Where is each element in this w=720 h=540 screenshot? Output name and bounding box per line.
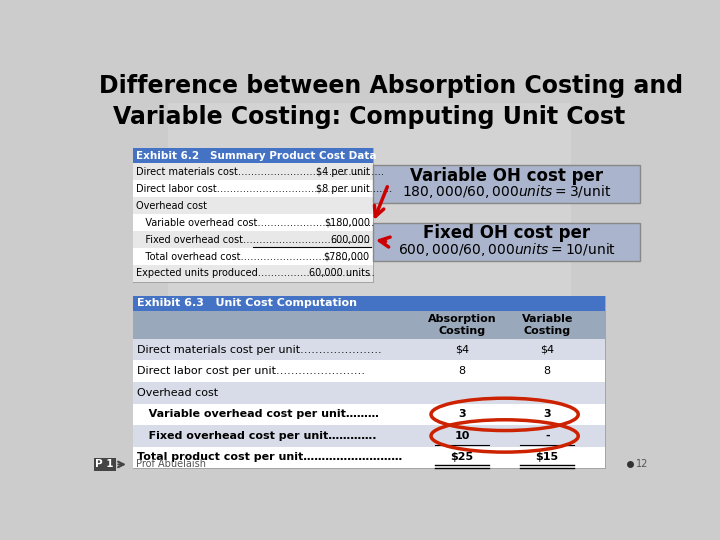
- Text: Total product cost per unit………………………: Total product cost per unit………………………: [138, 453, 402, 462]
- Text: $25: $25: [451, 453, 474, 462]
- Text: Expected units produced………………………………: Expected units produced………………………………: [137, 268, 375, 279]
- Bar: [132, 197, 373, 214]
- Bar: [132, 296, 606, 311]
- Text: 60,000 units: 60,000 units: [309, 268, 370, 279]
- Bar: [132, 214, 373, 231]
- Text: Costing: Costing: [438, 326, 485, 336]
- Text: $15: $15: [536, 453, 559, 462]
- Text: Exhibit 6.2   Summary Product Cost Data: Exhibit 6.2 Summary Product Cost Data: [137, 151, 377, 161]
- Bar: [132, 425, 606, 447]
- Text: $180,000 / 60,000 units = $3/unit: $180,000 / 60,000 units = $3/unit: [402, 184, 611, 200]
- Bar: [168, 103, 570, 442]
- Text: $4: $4: [455, 345, 469, 355]
- Text: Variable: Variable: [521, 314, 573, 324]
- Bar: [132, 296, 606, 468]
- Bar: [132, 339, 606, 361]
- Text: 8: 8: [459, 366, 466, 376]
- Text: -: -: [545, 431, 549, 441]
- Text: Variable overhead cost………………………………: Variable overhead cost………………………………: [137, 218, 375, 228]
- Bar: [132, 148, 373, 282]
- Text: Direct labor cost per unit……………………: Direct labor cost per unit……………………: [138, 366, 365, 376]
- Bar: [94, 457, 116, 471]
- Bar: [373, 222, 640, 261]
- Text: 12: 12: [636, 460, 648, 469]
- Bar: [132, 382, 606, 403]
- Text: $4 per unit: $4 per unit: [316, 167, 370, 177]
- Bar: [132, 231, 373, 248]
- Text: P 1: P 1: [96, 460, 114, 469]
- Text: Fixed OH cost per: Fixed OH cost per: [423, 225, 590, 242]
- Text: Difference between Absorption Costing and: Difference between Absorption Costing an…: [99, 74, 683, 98]
- Bar: [373, 165, 640, 204]
- Text: Absorption: Absorption: [428, 314, 496, 324]
- Text: Prof Abuelaish: Prof Abuelaish: [137, 460, 207, 469]
- Text: Costing: Costing: [523, 326, 571, 336]
- Text: Exhibit 6.3   Unit Cost Computation: Exhibit 6.3 Unit Cost Computation: [138, 299, 357, 308]
- Text: Total overhead cost…………………………………: Total overhead cost…………………………………: [137, 252, 368, 261]
- Text: 600,000: 600,000: [330, 234, 370, 245]
- Text: Overhead cost: Overhead cost: [137, 201, 207, 211]
- Text: 8: 8: [544, 366, 551, 376]
- Text: Direct materials cost per unit………………….: Direct materials cost per unit………………….: [138, 345, 382, 355]
- Text: Direct labor cost………………………………………………: Direct labor cost………………………………………………: [137, 184, 392, 194]
- Text: 3: 3: [544, 409, 551, 420]
- Bar: [132, 447, 606, 468]
- Text: Fixed overhead cost…………………………………: Fixed overhead cost…………………………………: [137, 234, 370, 245]
- Bar: [132, 311, 606, 339]
- Bar: [132, 180, 373, 197]
- Bar: [132, 265, 373, 282]
- Text: Overhead cost: Overhead cost: [138, 388, 218, 398]
- Text: 10: 10: [454, 431, 469, 441]
- Text: Fixed overhead cost per unit………….: Fixed overhead cost per unit………….: [138, 431, 377, 441]
- Text: Variable overhead cost per unit………: Variable overhead cost per unit………: [138, 409, 379, 420]
- Bar: [132, 148, 373, 164]
- Text: Variable OH cost per: Variable OH cost per: [410, 167, 603, 185]
- Text: $8 per unit: $8 per unit: [316, 184, 370, 194]
- Text: Variable Costing: Computing Unit Cost: Variable Costing: Computing Unit Cost: [113, 105, 626, 129]
- Bar: [132, 164, 373, 180]
- Bar: [132, 248, 373, 265]
- Text: $600,000 / 60,000 units = $10/unit: $600,000 / 60,000 units = $10/unit: [397, 241, 616, 258]
- Text: $180,000: $180,000: [324, 218, 370, 228]
- Text: $4: $4: [540, 345, 554, 355]
- Text: 3: 3: [458, 409, 466, 420]
- Bar: [132, 403, 606, 425]
- Bar: [132, 361, 606, 382]
- Text: Direct materials cost………………………………………: Direct materials cost………………………………………: [137, 167, 384, 177]
- Text: $780,000: $780,000: [324, 252, 370, 261]
